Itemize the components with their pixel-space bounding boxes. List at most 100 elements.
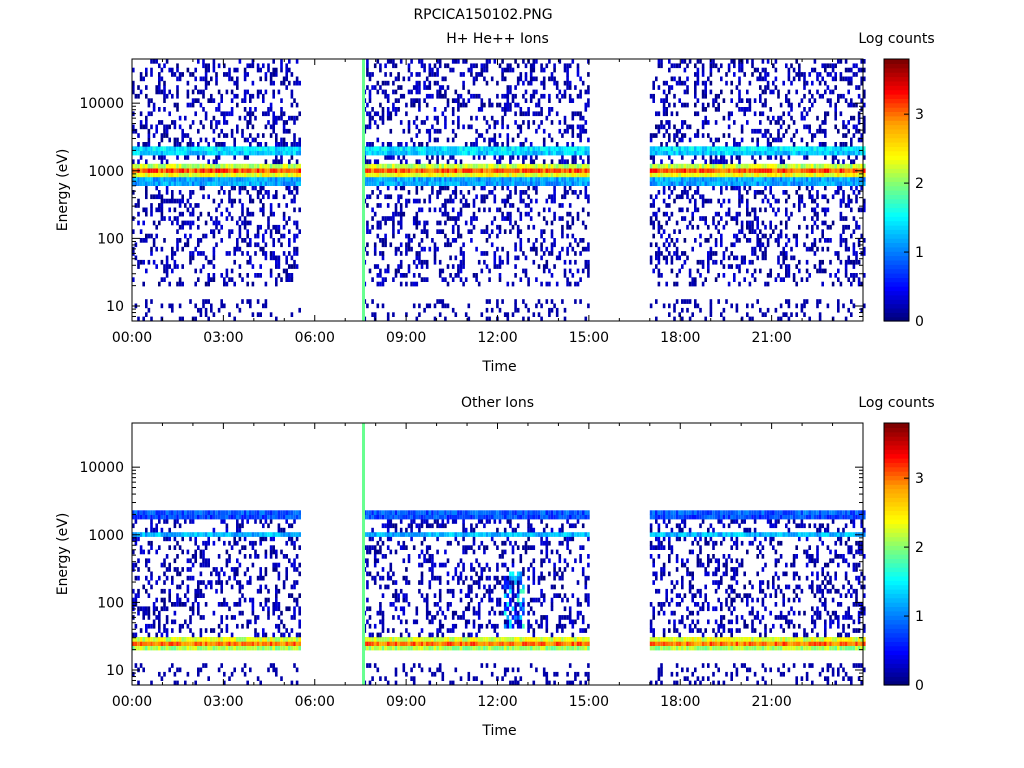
- spectrogram-cell: [655, 181, 658, 186]
- spectrogram-cell: [805, 163, 809, 169]
- spectrogram-cell: [254, 251, 257, 256]
- spectrogram-cell: [811, 80, 814, 86]
- spectrogram-cell: [829, 172, 832, 178]
- spectrogram-cell: [290, 155, 294, 160]
- spectrogram-cell: [514, 242, 517, 248]
- spectrogram-cell: [155, 185, 158, 191]
- spectrogram-cell: [675, 273, 679, 278]
- spectrogram-cell: [394, 207, 398, 213]
- spectrogram-cell: [251, 168, 255, 173]
- spectrogram-cell: [155, 168, 158, 173]
- spectrogram-cell: [293, 168, 296, 173]
- spectrogram-cell: [394, 185, 398, 191]
- spectrogram-cell: [264, 76, 268, 82]
- spectrogram-cell: [436, 155, 439, 160]
- spectrogram-cell: [795, 238, 798, 243]
- spectrogram-cell: [480, 67, 484, 73]
- spectrogram-cell: [855, 163, 858, 169]
- spectrogram-cell: [272, 111, 275, 117]
- spectrogram-cell: [272, 120, 275, 125]
- spectrogram-cell: [740, 63, 744, 69]
- spectrogram-cell: [197, 150, 200, 156]
- spectrogram-cell: [811, 146, 814, 151]
- spectrogram-cell: [694, 299, 697, 304]
- spectrogram-cell: [132, 216, 135, 221]
- spectrogram-cell: [743, 150, 746, 156]
- spectrogram-cell: [738, 203, 741, 208]
- spectrogram-cell: [514, 85, 517, 90]
- spectrogram-cell: [704, 168, 707, 173]
- spectrogram-cell: [264, 229, 268, 234]
- spectrogram-cell: [139, 238, 143, 243]
- spectrogram-cell: [691, 224, 694, 230]
- spectrogram-cell: [457, 93, 460, 99]
- spectrogram-cell: [243, 155, 247, 160]
- spectrogram-cell: [155, 124, 158, 130]
- spectrogram-cell: [673, 63, 676, 69]
- spectrogram-cell: [790, 80, 793, 86]
- spectrogram-cell: [204, 85, 208, 90]
- spectrogram-cell: [158, 76, 161, 82]
- spectrogram-cell: [652, 211, 655, 217]
- spectrogram-cell: [467, 124, 471, 130]
- spectrogram-cell: [410, 168, 413, 173]
- spectrogram-cell: [506, 163, 510, 169]
- spectrogram-cell: [384, 80, 387, 86]
- spectrogram-cell: [826, 181, 830, 186]
- spectrogram-cell: [501, 181, 504, 186]
- spectrogram-cell: [722, 146, 726, 151]
- spectrogram-cell: [189, 224, 192, 230]
- spectrogram-cell: [402, 128, 406, 134]
- spectrogram-cell: [842, 216, 845, 221]
- spectrogram-cell: [249, 107, 252, 112]
- spectrogram-cell: [545, 246, 549, 252]
- spectrogram-cell: [696, 67, 700, 73]
- spectrogram-cell: [514, 185, 517, 191]
- spectrogram-cell: [855, 128, 858, 134]
- spectrogram-cell: [842, 176, 845, 182]
- spectrogram-cell: [256, 224, 260, 230]
- spectrogram-cell: [800, 111, 804, 117]
- spectrogram-cell: [668, 137, 671, 143]
- spectrogram-cell: [449, 172, 452, 178]
- spectrogram-cell: [379, 203, 382, 208]
- spectrogram-cell: [662, 133, 666, 138]
- spectrogram-cell: [860, 98, 863, 103]
- spectrogram-cell: [225, 133, 229, 138]
- spectrogram-cell: [392, 102, 395, 108]
- spectrogram-cell: [668, 155, 671, 160]
- spectrogram-cell: [485, 128, 489, 134]
- spectrogram-cell: [746, 163, 749, 169]
- spectrogram-cell: [670, 181, 674, 186]
- spectrogram-cell: [472, 155, 476, 160]
- spectrogram-cell: [251, 124, 255, 130]
- spectrogram-cell: [777, 198, 780, 204]
- spectrogram-cell: [496, 233, 499, 239]
- spectrogram-cell: [524, 268, 528, 274]
- spectrogram-cell: [668, 242, 671, 248]
- spectrogram-cell: [267, 146, 270, 151]
- spectrogram-cell: [798, 176, 801, 182]
- spectrogram-cell: [813, 176, 817, 182]
- spectrogram-cell: [694, 150, 697, 156]
- spectrogram-cell: [441, 176, 445, 182]
- spectrogram-cell: [803, 76, 806, 82]
- spectrogram-cell: [298, 207, 301, 213]
- spectrogram-cell: [176, 146, 179, 151]
- spectrogram-cell: [722, 264, 726, 269]
- spectrogram-cell: [137, 203, 140, 208]
- spectrogram-cell: [204, 150, 208, 156]
- spectrogram-cell: [842, 238, 845, 243]
- spectrogram-cell: [269, 229, 273, 234]
- spectrogram-cell: [649, 150, 653, 156]
- spectrogram-cell: [808, 163, 811, 169]
- spectrogram-cell: [863, 198, 866, 204]
- spectrogram-cell: [376, 137, 380, 143]
- spectrogram-cell: [662, 124, 666, 130]
- spectrogram-cell: [207, 159, 210, 165]
- spectrogram-cell: [725, 172, 728, 178]
- spectrogram-cell: [683, 133, 687, 138]
- spectrogram-cell: [204, 76, 208, 82]
- spectrogram-cell: [444, 124, 447, 130]
